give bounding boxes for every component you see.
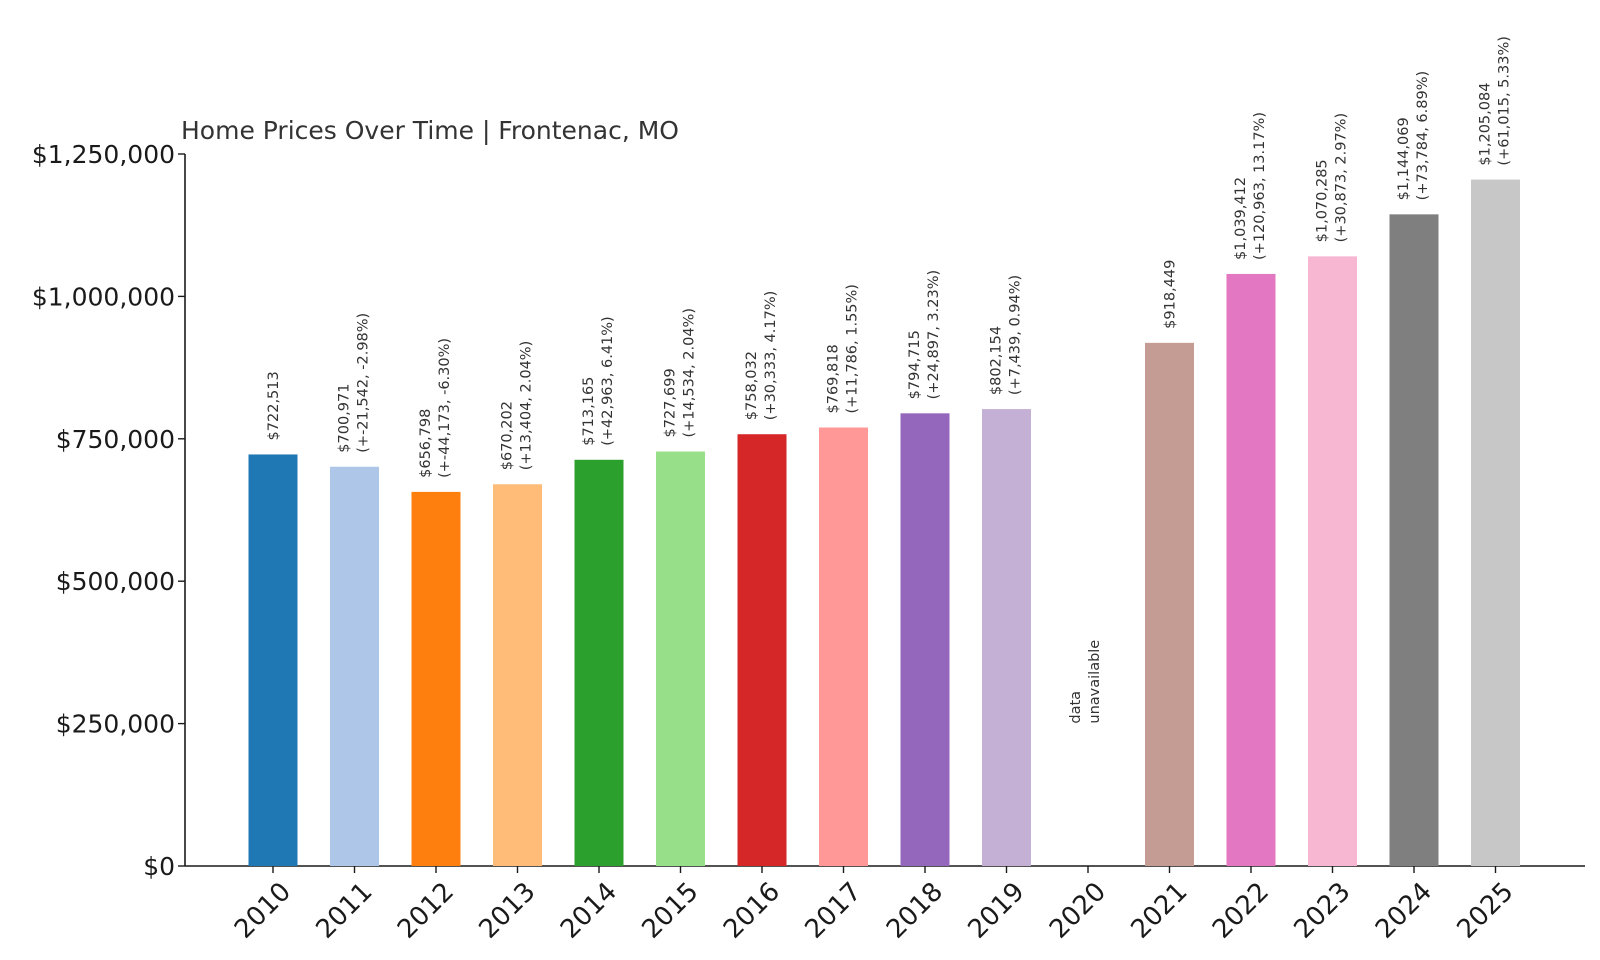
value-label: $769,818 bbox=[826, 344, 842, 413]
missing-data-label: data bbox=[1068, 691, 1084, 724]
value-label: $794,715 bbox=[907, 330, 923, 399]
change-label: (+13,404, 2.04%) bbox=[519, 341, 535, 470]
change-label: (+61,015, 5.33%) bbox=[1497, 36, 1513, 165]
change-label: (+30,333, 4.17%) bbox=[763, 291, 779, 420]
chart-title: Home Prices Over Time | Frontenac, MO bbox=[181, 116, 679, 145]
data-labels: $722,513 $700,971 (+-21,542, -2.98%) $656,7… bbox=[266, 36, 1513, 724]
y-tick-label: $750,000 bbox=[56, 425, 175, 454]
change-label: (+7,439, 0.94%) bbox=[1008, 275, 1024, 395]
y-tick-label: $1,000,000 bbox=[32, 282, 175, 311]
value-label: $700,971 bbox=[337, 384, 353, 453]
x-tick-label: 2021 bbox=[1125, 877, 1193, 945]
value-label: $758,032 bbox=[744, 351, 760, 420]
bar-2018 bbox=[900, 413, 950, 866]
x-tick-label: 2025 bbox=[1451, 877, 1519, 945]
y-tick-label: $1,250,000 bbox=[32, 140, 175, 169]
x-tick-label: 2011 bbox=[310, 877, 378, 945]
x-tick-label: 2012 bbox=[392, 877, 460, 945]
x-tick-labels: 2010 2011 2012 2013 2014 2015 2016 2017 2018 2019… bbox=[229, 866, 1519, 945]
bar-2022 bbox=[1226, 273, 1276, 866]
x-tick-label: 2016 bbox=[718, 877, 786, 945]
y-tick-label: $0 bbox=[143, 852, 175, 881]
missing-data-label: unavailable bbox=[1087, 640, 1103, 724]
bar-2013 bbox=[493, 484, 542, 866]
x-tick-label: 2017 bbox=[799, 877, 867, 945]
x-tick-label: 2023 bbox=[1288, 877, 1356, 945]
y-tick-label: $500,000 bbox=[56, 567, 175, 596]
bar-2025 bbox=[1471, 179, 1520, 866]
bar-2011 bbox=[330, 466, 379, 866]
value-label: $1,070,285 bbox=[1315, 159, 1331, 242]
bar-2015 bbox=[656, 451, 705, 866]
value-label: $722,513 bbox=[266, 371, 282, 440]
x-tick-label: 2013 bbox=[473, 877, 541, 945]
bar-2017 bbox=[819, 427, 868, 866]
change-label: (+-21,542, -2.98%) bbox=[356, 313, 372, 453]
x-tick-label: 2022 bbox=[1207, 877, 1275, 945]
axes: $0 $250,000 $500,000 $750,000 $1,000,000 $1,2… bbox=[32, 140, 1585, 881]
value-label: $1,205,084 bbox=[1478, 83, 1494, 166]
bar-2016 bbox=[737, 434, 787, 866]
bar-2010 bbox=[248, 454, 298, 866]
value-label: $1,144,069 bbox=[1396, 117, 1412, 200]
change-label: (+73,784, 6.89%) bbox=[1415, 71, 1431, 200]
change-label: (+14,534, 2.04%) bbox=[682, 308, 698, 437]
x-tick-label: 2020 bbox=[1044, 877, 1112, 945]
x-tick-label: 2019 bbox=[962, 877, 1030, 945]
value-label: $1,039,412 bbox=[1233, 177, 1249, 260]
bar-2012 bbox=[411, 491, 461, 866]
value-label: $713,165 bbox=[581, 377, 597, 446]
change-label: (+30,873, 2.97%) bbox=[1334, 113, 1350, 242]
x-tick-label: 2010 bbox=[229, 877, 297, 945]
bars bbox=[248, 179, 1520, 866]
change-label: (+42,963, 6.41%) bbox=[600, 316, 616, 445]
x-tick-label: 2024 bbox=[1370, 877, 1438, 945]
change-label: (+24,897, 3.23%) bbox=[926, 270, 942, 399]
value-label: $670,202 bbox=[500, 401, 516, 470]
change-label: (+-44,173, -6.30%) bbox=[437, 338, 453, 478]
value-label: $727,699 bbox=[663, 368, 679, 437]
bar-2024 bbox=[1389, 214, 1439, 866]
bar-2021 bbox=[1145, 342, 1194, 866]
change-label: (+11,786, 1.55%) bbox=[845, 284, 861, 413]
bar-2014 bbox=[574, 459, 624, 866]
x-tick-label: 2015 bbox=[636, 877, 704, 945]
x-tick-label: 2014 bbox=[555, 877, 623, 945]
value-label: $918,449 bbox=[1163, 260, 1179, 329]
bar-2023 bbox=[1308, 256, 1357, 866]
value-label: $656,798 bbox=[418, 409, 434, 478]
value-label: $802,154 bbox=[989, 326, 1005, 395]
y-tick-label: $250,000 bbox=[56, 710, 175, 739]
change-label: (+120,963, 13.17%) bbox=[1252, 112, 1268, 260]
x-tick-label: 2018 bbox=[881, 877, 949, 945]
bar-2019 bbox=[982, 409, 1031, 866]
